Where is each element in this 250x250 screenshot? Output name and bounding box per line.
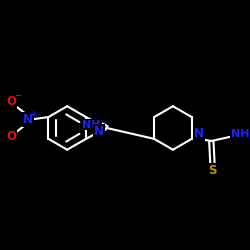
Text: S: S [208, 164, 217, 177]
Text: −: − [14, 92, 21, 100]
Text: O: O [6, 96, 16, 108]
Text: NH: NH [230, 129, 249, 139]
Text: N: N [22, 113, 32, 126]
Text: N: N [194, 128, 204, 140]
Text: +: + [30, 110, 37, 119]
Text: N: N [94, 125, 104, 138]
Text: NH: NH [82, 120, 101, 130]
Text: O: O [6, 130, 16, 143]
